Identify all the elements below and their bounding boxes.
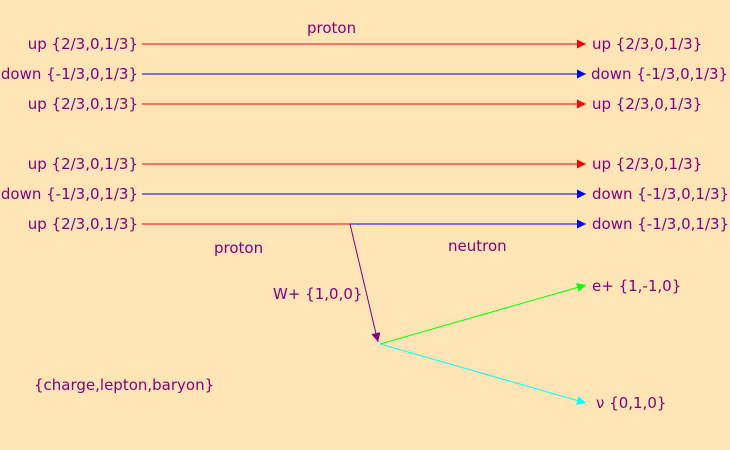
quark-label-left: up {2/3,0,1/3} xyxy=(27,95,138,113)
w-boson-label: W+ {1,0,0} xyxy=(273,285,363,303)
quark-label-right: down {-1/3,0,1/3} xyxy=(592,185,730,203)
quark-label-right: up {2/3,0,1/3} xyxy=(592,35,703,53)
quark-label-left: up {2/3,0,1/3} xyxy=(27,35,138,53)
w-boson-line xyxy=(349,223,381,343)
neutrino-label: ν {0,1,0} xyxy=(596,394,667,412)
quark-label-right: up {2/3,0,1/3} xyxy=(592,155,703,173)
proton-label-top: proton xyxy=(307,19,357,37)
neutron-label: neutron xyxy=(448,237,507,255)
quark-label-left: up {2/3,0,1/3} xyxy=(27,215,138,233)
quark-label-left: down {-1/3,0,1/3} xyxy=(0,185,138,203)
positron-line xyxy=(379,283,587,345)
quark-label-right: up {2/3,0,1/3} xyxy=(592,95,703,113)
positron-label: e+ {1,-1,0} xyxy=(592,277,682,295)
neutrino-line xyxy=(379,343,587,405)
proton-label-bottom: proton xyxy=(214,239,264,257)
quantum-numbers-legend: {charge,lepton,baryon} xyxy=(34,376,215,394)
quark-label-right: down {-1/3,0,1/3} xyxy=(591,65,729,83)
quark-label-left: up {2/3,0,1/3} xyxy=(27,155,138,173)
quark-label-left: down {-1/3,0,1/3} xyxy=(0,65,138,83)
quark-label-right: down {-1/3,0,1/3} xyxy=(592,215,730,233)
